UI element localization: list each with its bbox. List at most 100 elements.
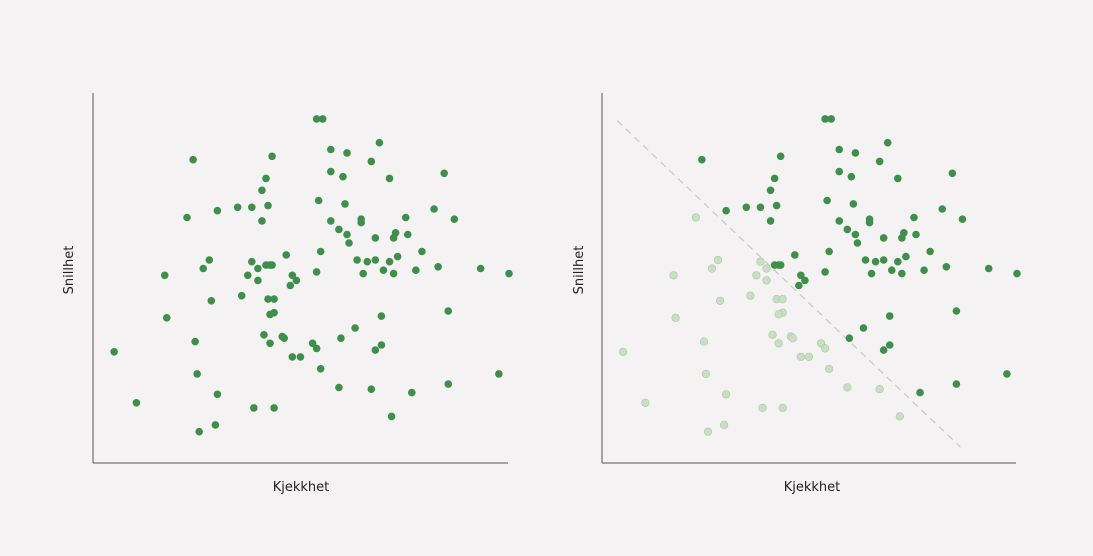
left-data-point — [270, 404, 278, 412]
left-data-point — [444, 307, 453, 315]
right-data-point — [861, 256, 870, 264]
left-data-point — [371, 234, 380, 242]
left-data-point — [343, 149, 351, 157]
left-data-point — [387, 412, 396, 421]
left-data-point — [337, 334, 345, 343]
left-data-point — [408, 388, 416, 397]
right-data-point — [1003, 370, 1011, 378]
left-data-point — [266, 310, 274, 319]
left-data-point — [248, 257, 256, 266]
left-data-point — [132, 399, 141, 407]
left-data-point — [162, 314, 171, 322]
right-data-point — [859, 324, 868, 332]
right-data-point — [867, 269, 876, 278]
right-data-point — [707, 264, 717, 273]
left-data-point — [308, 339, 317, 348]
right-data-point — [926, 247, 934, 256]
right-data-point — [774, 339, 783, 348]
left-data-point — [476, 264, 485, 273]
right-data-point — [698, 155, 706, 164]
left-data-point — [343, 230, 351, 239]
right-data-point — [916, 388, 924, 397]
right-data-point — [821, 115, 829, 123]
right-data-point — [885, 341, 894, 349]
left-data-point — [440, 169, 449, 178]
right-data-point — [845, 334, 854, 343]
left-data-point — [262, 174, 270, 183]
right-data-point — [713, 255, 723, 265]
left-data-point — [371, 346, 380, 354]
right-data-point — [797, 271, 805, 280]
right-data-point — [752, 271, 761, 280]
left-data-point — [233, 203, 242, 212]
left-data-point — [258, 217, 266, 225]
left-data-point — [389, 234, 398, 242]
right-data-point — [879, 256, 888, 264]
right-data-point — [778, 295, 787, 304]
left-data-point — [371, 256, 380, 264]
left-data-point — [377, 312, 386, 320]
left-data-point — [412, 266, 420, 275]
left-data-point — [450, 215, 459, 223]
right-y-axis-label: Snillhet — [572, 246, 587, 295]
right-data-point — [742, 203, 751, 212]
left-data-point — [327, 167, 335, 176]
left-data-point — [495, 370, 503, 378]
left-data-point — [266, 339, 274, 348]
right-data-point — [875, 157, 884, 166]
left-data-point — [193, 370, 201, 378]
left-data-point — [401, 213, 410, 222]
left-x-axis-label: Kjekkhet — [273, 480, 330, 495]
left-point-group — [110, 115, 513, 436]
right-data-point — [722, 206, 730, 215]
left-data-point — [237, 291, 246, 300]
left-data-point — [268, 261, 276, 269]
right-data-point — [758, 403, 767, 413]
left-data-point — [385, 257, 394, 266]
right-data-point — [699, 337, 709, 346]
left-data-point — [296, 353, 305, 361]
right-data-point — [762, 264, 771, 273]
left-data-point — [385, 174, 394, 183]
left-data-point — [375, 138, 384, 147]
left-data-point — [505, 269, 513, 278]
right-data-point — [851, 230, 860, 239]
scatter-panel-right: Kjekkhet Snillhet — [572, 93, 1021, 495]
left-data-point — [444, 380, 453, 388]
left-data-point — [430, 205, 438, 213]
left-data-point — [434, 263, 442, 271]
left-data-point — [207, 297, 216, 305]
right-data-point — [778, 403, 787, 413]
left-data-point — [312, 344, 321, 353]
left-data-point — [213, 390, 222, 399]
left-data-point — [327, 145, 335, 154]
right-data-point — [871, 257, 880, 266]
left-data-point — [205, 256, 214, 264]
right-data-point — [920, 266, 928, 275]
right-data-point — [701, 369, 711, 379]
left-data-point — [363, 257, 372, 266]
right-data-point — [766, 217, 775, 225]
right-data-point — [669, 271, 678, 280]
right-x-axis-label: Kjekkhet — [784, 480, 841, 495]
left-data-point — [280, 334, 289, 343]
left-data-point — [318, 115, 327, 123]
left-data-point — [199, 264, 208, 273]
right-data-point — [641, 398, 650, 407]
left-data-point — [282, 251, 291, 259]
right-data-point — [746, 291, 755, 300]
left-data-point — [403, 230, 412, 239]
right-data-point — [984, 264, 993, 273]
right-data-point — [772, 201, 781, 210]
left-data-point — [288, 353, 297, 361]
right-data-point — [768, 330, 777, 339]
right-data-point — [791, 251, 799, 259]
left-data-point — [254, 276, 262, 285]
right-data-point — [715, 296, 725, 305]
left-data-point — [195, 427, 203, 436]
right-data-point — [770, 261, 779, 269]
right-data-point — [788, 334, 797, 343]
right-data-point — [795, 281, 803, 290]
left-data-point — [359, 269, 368, 278]
